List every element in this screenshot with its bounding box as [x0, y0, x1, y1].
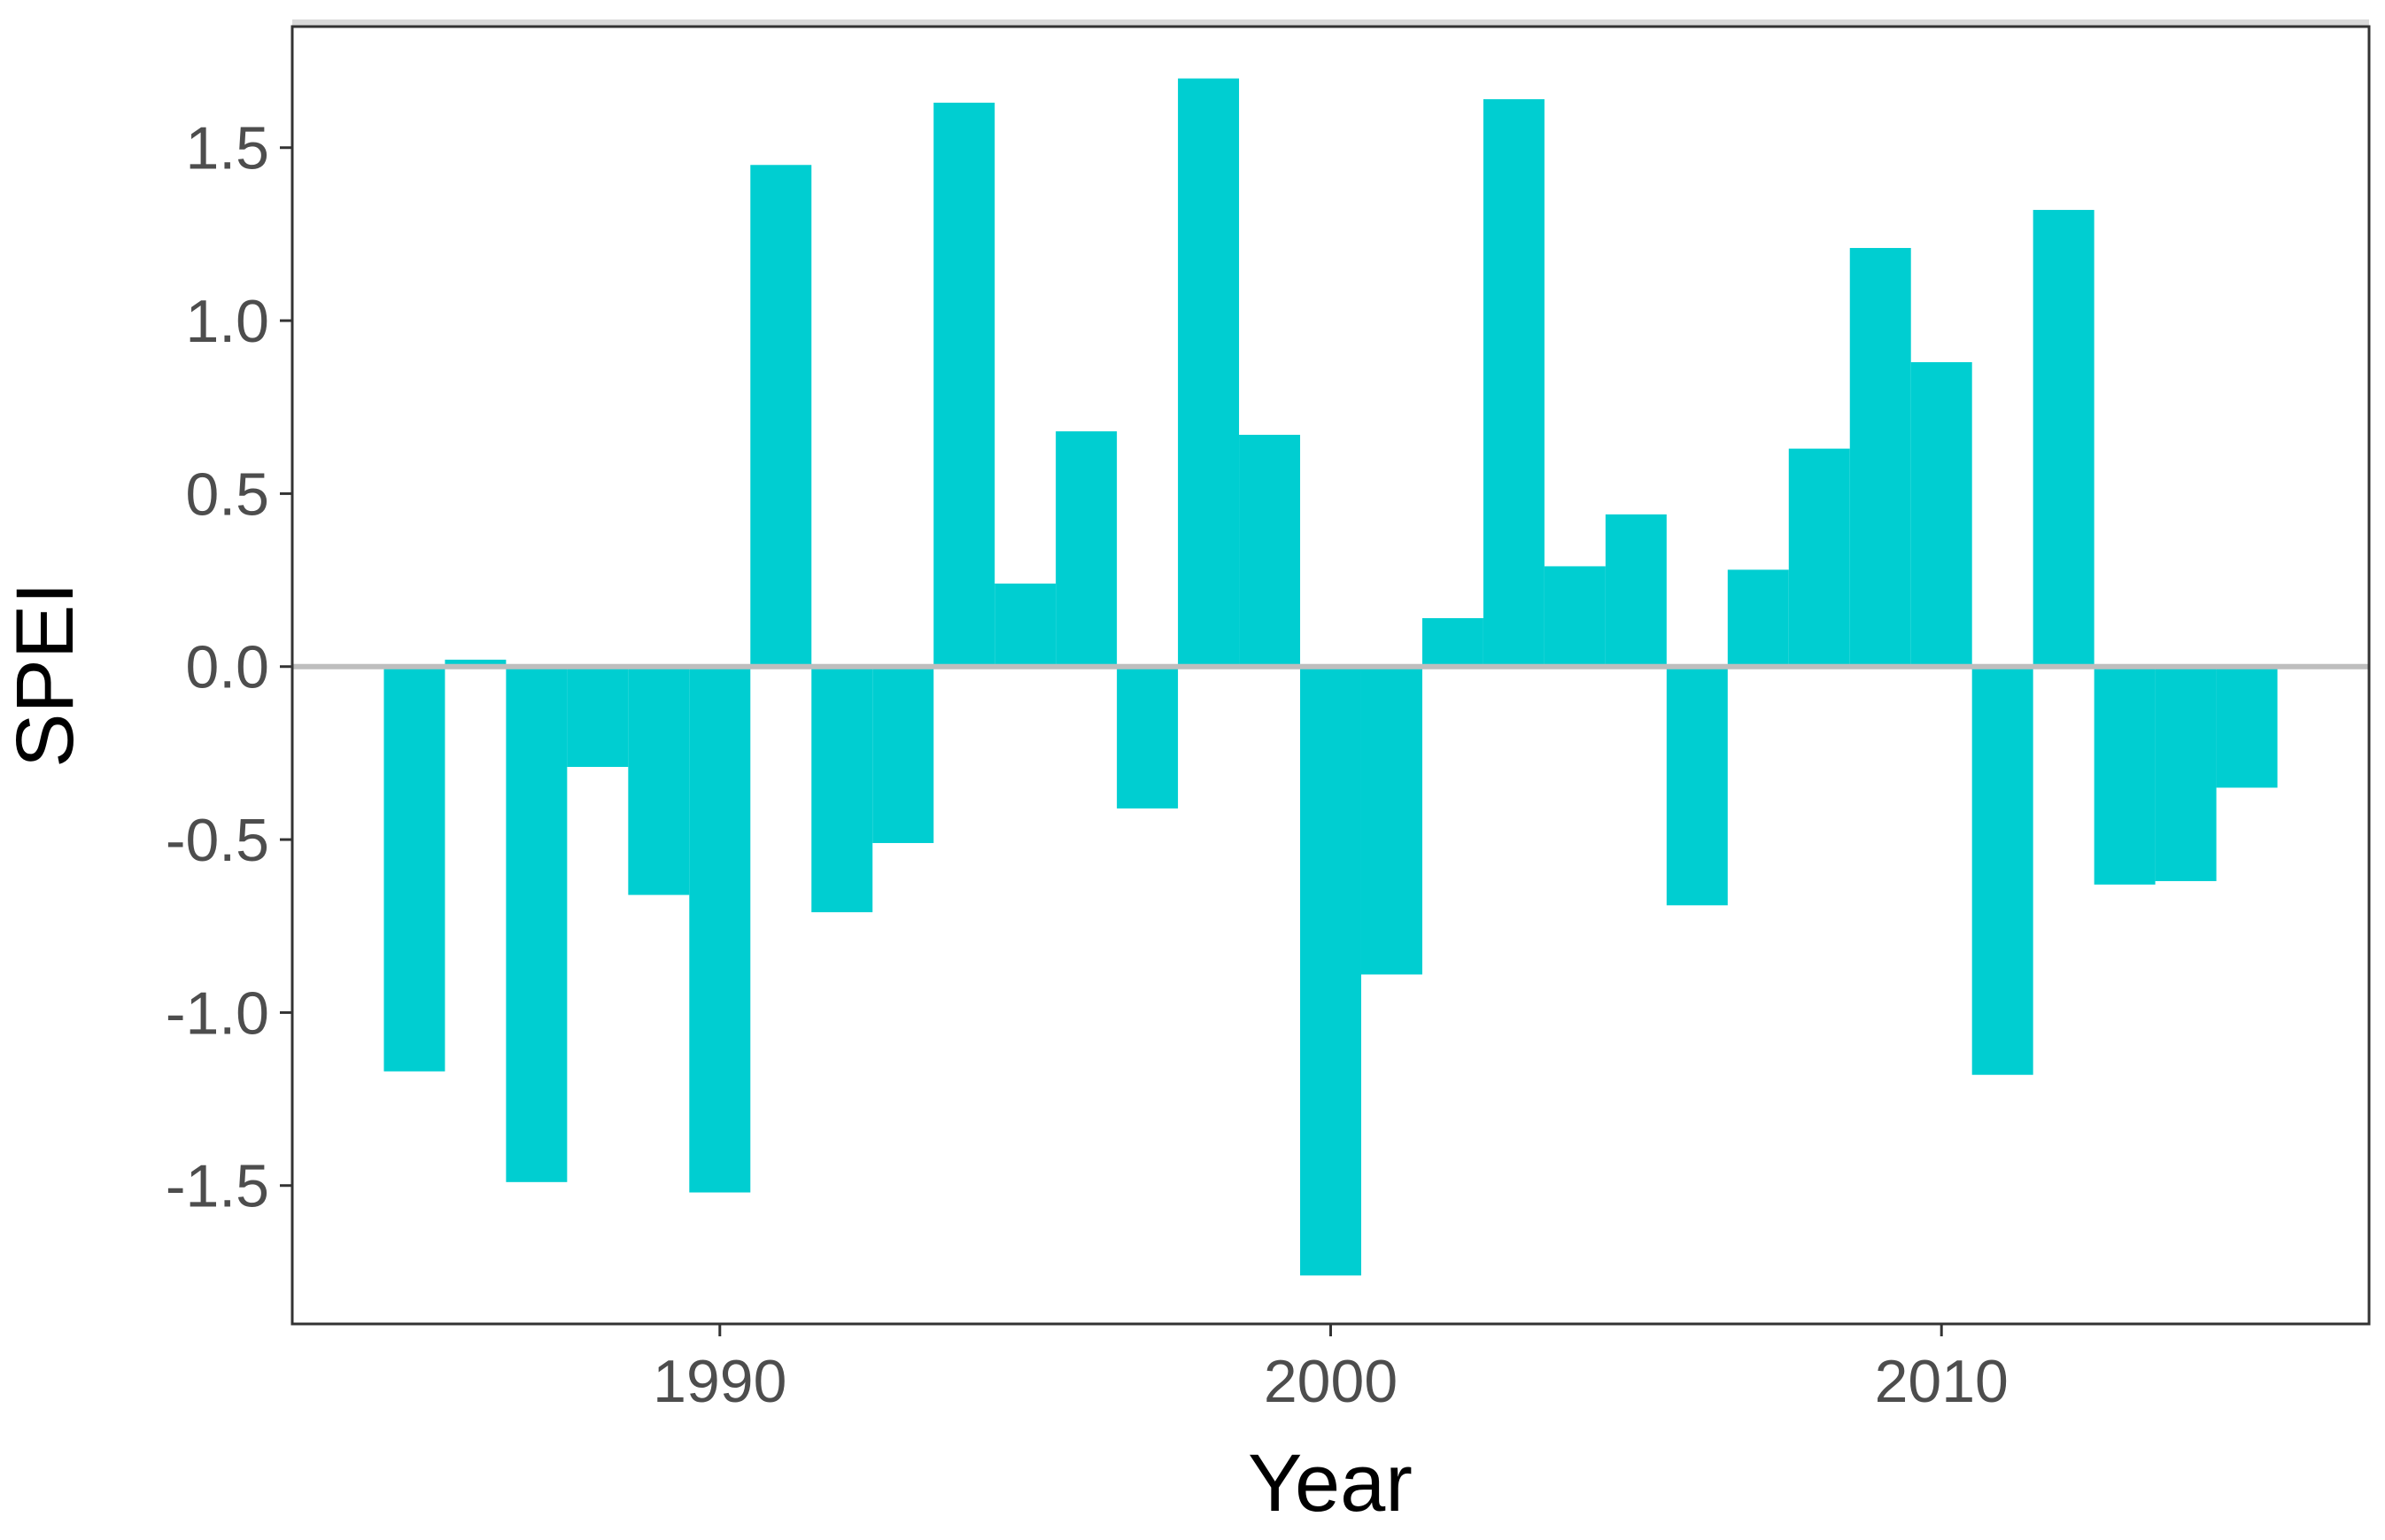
y-axis: 1.5 1.0 0.5 0.0 -0.5 -1.0 -1.5 — [166, 115, 292, 1220]
y-tick-label: 0.5 — [185, 460, 269, 528]
x-axis-title: Year — [1248, 1438, 1413, 1528]
x-tick-label: 1990 — [653, 1348, 786, 1415]
bar-2011 — [1971, 666, 2033, 1075]
bar-1997 — [1117, 666, 1179, 809]
bar-1988 — [567, 666, 629, 768]
bar-2010 — [1910, 361, 1972, 667]
bar-2004 — [1544, 566, 1606, 667]
y-tick-label: 0.0 — [185, 634, 269, 701]
bar-2009 — [1849, 248, 1911, 667]
bar-2006 — [1666, 666, 1728, 906]
bar-2007 — [1727, 569, 1789, 667]
y-tick-label: -0.5 — [166, 807, 269, 874]
bar-1994 — [933, 102, 995, 667]
bar-2013 — [2094, 666, 2156, 885]
y-tick-label: -1.5 — [166, 1153, 269, 1220]
bar-2005 — [1605, 514, 1667, 667]
y-tick-label: -1.0 — [166, 979, 269, 1047]
y-tick-label: 1.5 — [185, 115, 269, 182]
bar-2015 — [2216, 666, 2278, 788]
bar-1999 — [1239, 434, 1301, 667]
bar-2003 — [1483, 99, 1545, 667]
bar-1985 — [383, 666, 445, 1072]
top-strip — [292, 19, 2369, 27]
bar-2001 — [1360, 666, 1422, 975]
bar-2008 — [1788, 448, 1850, 667]
bar-1987 — [506, 666, 568, 1182]
bar-2002 — [1421, 618, 1483, 667]
bar-1991 — [750, 165, 812, 667]
bar-1998 — [1178, 78, 1240, 667]
bar-series — [383, 78, 2278, 1276]
x-tick-label: 2010 — [1875, 1348, 2009, 1415]
bar-1989 — [628, 666, 690, 895]
bar-1986 — [445, 659, 507, 667]
x-axis: 1990 2000 2010 — [653, 1324, 2009, 1415]
bar-1993 — [872, 666, 934, 843]
bar-1992 — [811, 666, 873, 913]
bar-2012 — [2033, 210, 2095, 667]
y-axis-title: SPEI — [0, 582, 90, 768]
bar-1995 — [995, 583, 1057, 667]
bar-1990 — [689, 666, 751, 1193]
bar-2014 — [2155, 666, 2217, 881]
x-tick-label: 2000 — [1264, 1348, 1398, 1415]
y-tick-label: 1.0 — [185, 288, 269, 355]
bar-2000 — [1300, 666, 1361, 1276]
bar-1996 — [1056, 431, 1118, 667]
